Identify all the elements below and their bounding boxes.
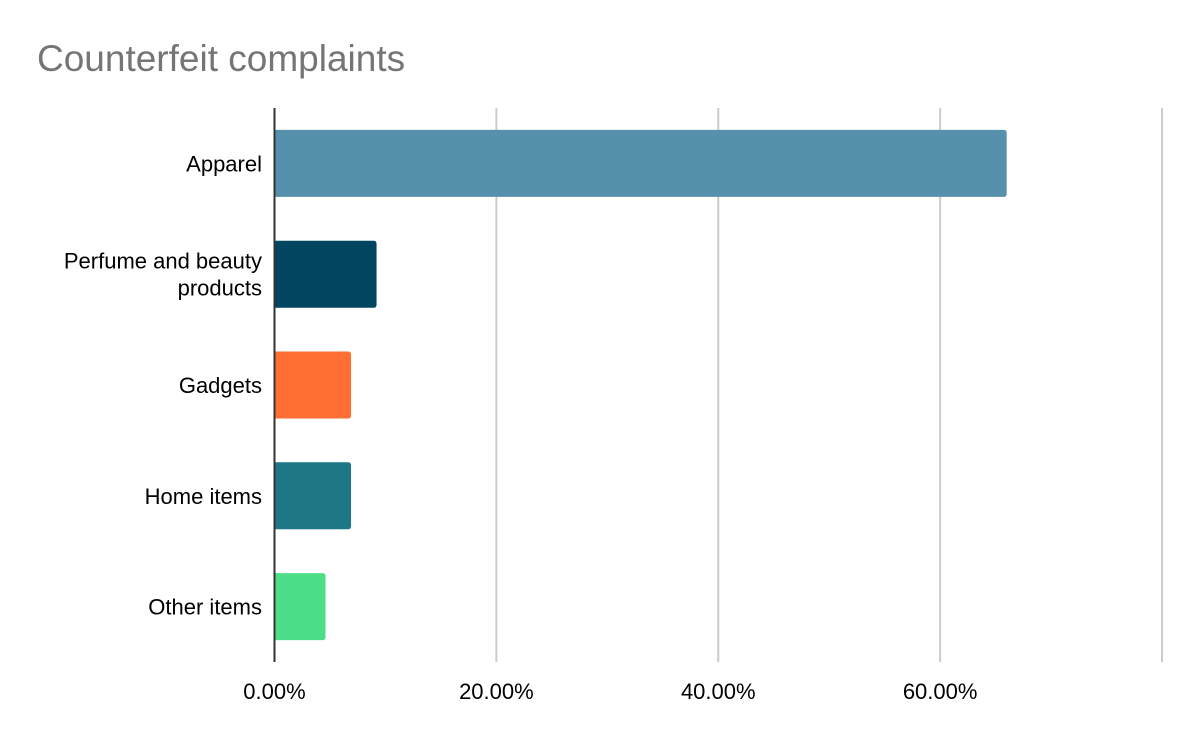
x-tick-label: 0.00% [243,679,305,704]
category-label: Gadgets [179,373,262,398]
bar-gadgets [274,351,352,419]
category-label: Perfume and beauty products [64,249,262,301]
category-label-line: products [178,276,262,301]
chart-title: Counterfeit complaints [37,38,406,79]
gridlines [495,108,1163,662]
category-label: Other items [148,595,262,620]
bar-apparel [274,129,1007,197]
category-labels: Apparel Perfume and beauty products Gadgets… [64,151,262,619]
x-axis-tick-labels: 0.00% 20.00% 40.00% 60.00% [243,679,977,704]
x-tick-label: 40.00% [681,679,756,704]
category-label-line: Other items [148,595,262,620]
x-tick-label: 20.00% [459,679,534,704]
category-label: Home items [145,484,262,509]
bar-home-items [274,462,352,530]
category-label-line: Gadgets [179,373,262,398]
category-label-line: Perfume and beauty [64,249,262,274]
bar-other-items [274,573,326,641]
category-label-line: Apparel [186,151,262,176]
x-tick-label: 60.00% [903,679,978,704]
category-label-line: Home items [145,484,262,509]
bars [274,129,1007,641]
bar-perfume-and-beauty-products [274,240,377,308]
category-label: Apparel [186,151,262,176]
